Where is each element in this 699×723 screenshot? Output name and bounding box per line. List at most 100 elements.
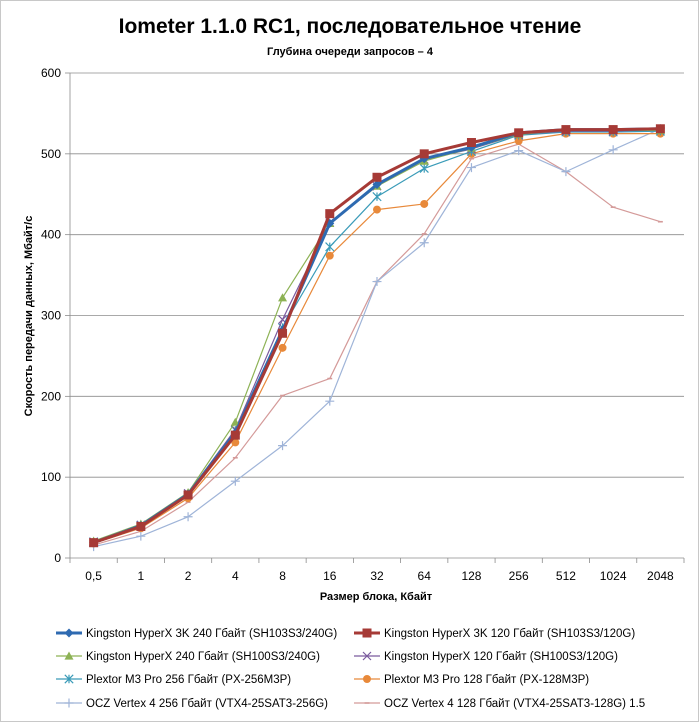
data-point bbox=[278, 441, 288, 451]
gridlines bbox=[70, 72, 684, 478]
legend-label: Plextor M3 Pro 256 Гбайт (PX-256M3P) bbox=[86, 674, 291, 686]
x-tick-label: 16 bbox=[323, 569, 337, 583]
series-line bbox=[93, 127, 661, 545]
data-point bbox=[64, 698, 74, 708]
data-point bbox=[183, 512, 193, 522]
x-tick-label: 8 bbox=[279, 569, 286, 583]
x-tick-label: 4 bbox=[232, 569, 239, 583]
y-tick-label: 300 bbox=[41, 309, 61, 323]
data-point bbox=[372, 192, 382, 202]
legend-label: Kingston HyperX 120 Гбайт (SH100S3/120G) bbox=[384, 651, 618, 663]
x-tick-label: 0,5 bbox=[85, 569, 102, 583]
data-point bbox=[278, 293, 288, 302]
y-tick-label: 400 bbox=[41, 228, 61, 242]
data-point bbox=[89, 538, 99, 548]
legend-label: Plextor M3 Pro 128 Гбайт (PX-128M3P) bbox=[384, 674, 589, 686]
data-point bbox=[325, 209, 335, 219]
data-point bbox=[514, 128, 524, 138]
legend-item: Kingston HyperX 3K 240 Гбайт (SH103S3/24… bbox=[56, 628, 337, 640]
x-tick-label: 2048 bbox=[647, 569, 674, 583]
legend-label: Kingston HyperX 240 Гбайт (SH100S3/240G) bbox=[86, 651, 320, 663]
x-tick-label: 64 bbox=[418, 569, 432, 583]
data-point bbox=[325, 251, 334, 260]
legend-item: Plextor M3 Pro 256 Гбайт (PX-256M3P) bbox=[56, 674, 291, 686]
data-point bbox=[420, 199, 429, 208]
data-point bbox=[64, 674, 74, 684]
y-tick-label: 200 bbox=[41, 389, 61, 403]
data-point bbox=[372, 180, 382, 190]
series-line bbox=[93, 128, 661, 548]
legend-item: Kingston HyperX 120 Гбайт (SH100S3/120G) bbox=[354, 651, 618, 663]
series bbox=[88, 126, 666, 547]
legend-label: OCZ Vertex 4 256 Гбайт (VTX4-25SAT3-256G… bbox=[86, 698, 328, 710]
series bbox=[89, 124, 665, 548]
data-point bbox=[419, 149, 429, 159]
legend-item: Kingston HyperX 240 Гбайт (SH100S3/240G) bbox=[56, 651, 320, 663]
series-layer bbox=[88, 124, 666, 552]
chart-subtitle: Глубина очереди запросов – 4 bbox=[267, 46, 434, 58]
y-tick-label: 500 bbox=[41, 147, 61, 161]
data-point bbox=[608, 125, 618, 135]
x-tick-label: 1 bbox=[138, 569, 145, 583]
data-point bbox=[231, 438, 240, 447]
data-point bbox=[372, 172, 382, 182]
legend-item: Plextor M3 Pro 128 Гбайт (PX-128M3P) bbox=[354, 674, 589, 686]
data-point bbox=[419, 163, 429, 174]
data-point bbox=[362, 651, 372, 661]
series-line bbox=[93, 128, 661, 543]
series-line bbox=[93, 129, 661, 542]
y-tick-label: 0 bbox=[54, 551, 61, 565]
x-tick-label: 256 bbox=[509, 569, 529, 583]
data-point bbox=[278, 328, 288, 338]
data-point bbox=[373, 205, 381, 214]
data-point bbox=[230, 430, 240, 440]
legend-label: Kingston HyperX 3K 120 Гбайт (SH103S3/12… bbox=[384, 628, 635, 640]
data-point bbox=[64, 651, 74, 660]
series-line bbox=[93, 143, 661, 546]
x-tick-label: 1024 bbox=[600, 569, 627, 583]
y-tick-label: 100 bbox=[41, 470, 61, 484]
legend-item: OCZ Vertex 4 128 Гбайт (VTX4-25SAT3-128G… bbox=[354, 698, 645, 710]
series bbox=[91, 143, 663, 546]
y-tick-labels: 0 100 200 300 400 500 600 bbox=[41, 66, 61, 565]
x-tick-label: 128 bbox=[461, 569, 481, 583]
data-point bbox=[325, 396, 335, 406]
x-tick-label: 512 bbox=[556, 569, 576, 583]
series bbox=[89, 124, 665, 548]
data-point bbox=[561, 167, 571, 177]
axes bbox=[65, 72, 685, 563]
series bbox=[89, 129, 665, 548]
data-point bbox=[136, 531, 146, 541]
data-point bbox=[372, 277, 382, 287]
legend-item: OCZ Vertex 4 256 Гбайт (VTX4-25SAT3-256G… bbox=[56, 698, 328, 710]
data-point bbox=[362, 628, 372, 638]
data-point bbox=[419, 238, 429, 248]
legend-label: OCZ Vertex 4 128 Гбайт (VTX4-25SAT3-128G… bbox=[384, 698, 645, 710]
chart-title: Iometer 1.1.0 RC1, последовательное чтен… bbox=[119, 15, 582, 38]
y-axis-label: Скорость передачи данных, Мбайт/с bbox=[23, 216, 35, 417]
legend: Kingston HyperX 3K 240 Гбайт (SH103S3/24… bbox=[56, 628, 645, 710]
data-point bbox=[655, 124, 665, 134]
data-point bbox=[466, 138, 476, 148]
data-point bbox=[64, 628, 74, 638]
data-point bbox=[183, 490, 193, 500]
data-point bbox=[514, 136, 523, 145]
data-point bbox=[230, 476, 240, 486]
data-point bbox=[561, 125, 571, 135]
data-point bbox=[136, 521, 146, 531]
data-point bbox=[363, 675, 371, 683]
data-point bbox=[466, 163, 476, 173]
data-point bbox=[514, 146, 524, 156]
data-point bbox=[608, 145, 618, 155]
y-tick-label: 600 bbox=[41, 66, 61, 80]
data-point bbox=[230, 417, 240, 426]
data-point bbox=[278, 343, 287, 352]
x-tick-label: 32 bbox=[370, 569, 384, 583]
x-tick-label: 2 bbox=[185, 569, 192, 583]
legend-item: Kingston HyperX 3K 120 Гбайт (SH103S3/12… bbox=[354, 628, 635, 640]
x-axis-label: Размер блока, Кбайт bbox=[320, 591, 433, 603]
series-line bbox=[93, 127, 661, 545]
data-point bbox=[325, 242, 335, 252]
